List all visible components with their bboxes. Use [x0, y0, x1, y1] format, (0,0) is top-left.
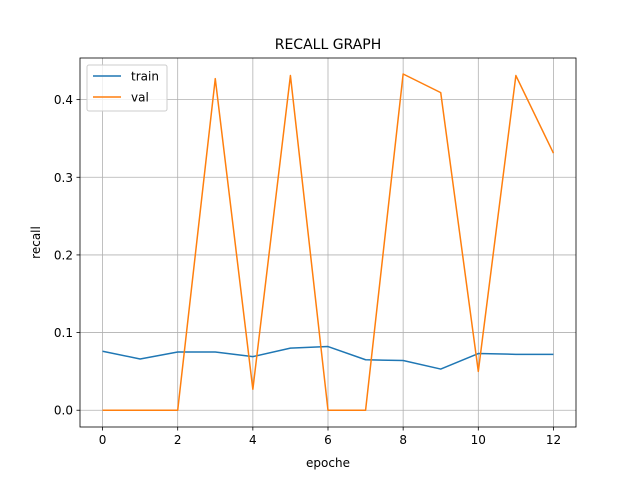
y-tick-label: 0.2 — [54, 248, 73, 262]
x-axis-ticks: 0 2 4 6 8 10 12 — [99, 427, 561, 447]
y-tick-label: 0.0 — [54, 404, 73, 418]
legend: train val — [86, 64, 168, 112]
y-axis-label: recall — [29, 226, 43, 259]
x-tick-label: 0 — [99, 433, 107, 447]
chart-title: RECALL GRAPH — [275, 37, 382, 53]
legend-label-train: train — [131, 70, 159, 84]
series-line-val — [102, 73, 555, 411]
x-tick-label: 10 — [471, 433, 486, 447]
x-tick-label: 6 — [324, 433, 332, 447]
legend-label-val: val — [131, 91, 149, 105]
y-tick-label: 0.1 — [54, 326, 73, 340]
x-axis-label: epoche — [306, 456, 350, 470]
y-axis-ticks: 0.0 0.1 0.2 0.3 0.4 — [54, 93, 80, 418]
y-tick-label: 0.3 — [54, 171, 73, 185]
x-tick-label: 4 — [249, 433, 257, 447]
series-line-train — [102, 345, 554, 370]
y-tick-label: 0.4 — [54, 93, 73, 107]
series-lines — [102, 73, 555, 411]
x-tick-label: 8 — [399, 433, 407, 447]
x-tick-label: 2 — [174, 433, 182, 447]
x-tick-label: 12 — [546, 433, 561, 447]
